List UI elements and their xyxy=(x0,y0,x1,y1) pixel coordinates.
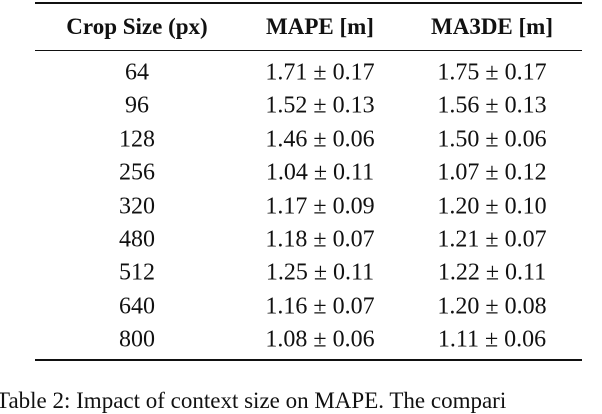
table-cell: 1.08 ± 0.06 xyxy=(265,326,375,353)
table-cell: 1.11 ± 0.06 xyxy=(437,326,547,353)
header-cell: Crop Size (px) xyxy=(66,14,208,39)
table-cell: 1.71 ± 0.17 xyxy=(265,59,375,86)
table-cell: 96 xyxy=(125,92,149,119)
table-cell: 1.17 ± 0.09 xyxy=(265,193,375,220)
table-cell: 800 xyxy=(119,326,155,353)
table-cell: 1.25 ± 0.11 xyxy=(265,259,375,286)
table-cell: 1.75 ± 0.17 xyxy=(437,59,547,86)
table-cell: 640 xyxy=(119,293,155,320)
mid-rule xyxy=(35,50,582,51)
table-cell: 1.16 ± 0.07 xyxy=(265,293,375,320)
table-cell: 320 xyxy=(119,193,155,220)
page: {"table": { "header": ["Crop Size (px)",… xyxy=(0,2,582,413)
table-cell: 1.20 ± 0.10 xyxy=(437,193,547,220)
bottom-rule xyxy=(35,359,582,361)
table-cell: 64 xyxy=(125,59,149,86)
table-cell: 480 xyxy=(119,226,155,253)
table-cell: 256 xyxy=(119,159,155,186)
table-cell: 1.20 ± 0.08 xyxy=(437,293,547,320)
table-cell: 1.04 ± 0.11 xyxy=(265,159,375,186)
table-cell: 1.18 ± 0.07 xyxy=(265,226,375,253)
table-cell: 512 xyxy=(119,259,155,286)
caption: Table 2: Impact of context size on MAPE.… xyxy=(0,388,507,413)
table-cell: 1.22 ± 0.11 xyxy=(437,259,547,286)
table-cell: 1.07 ± 0.12 xyxy=(437,159,547,186)
table-cell: 1.56 ± 0.13 xyxy=(437,92,547,119)
table-cell: 1.50 ± 0.06 xyxy=(437,126,547,153)
table-cell: 1.52 ± 0.13 xyxy=(265,92,375,119)
header-cell: MAPE [m] xyxy=(266,14,374,39)
table-cell: 128 xyxy=(119,126,155,153)
table-cell: 1.46 ± 0.06 xyxy=(265,126,375,153)
top-rule xyxy=(35,2,582,4)
header-cell: MA3DE [m] xyxy=(431,14,553,39)
table-cell: 1.21 ± 0.07 xyxy=(437,226,547,253)
